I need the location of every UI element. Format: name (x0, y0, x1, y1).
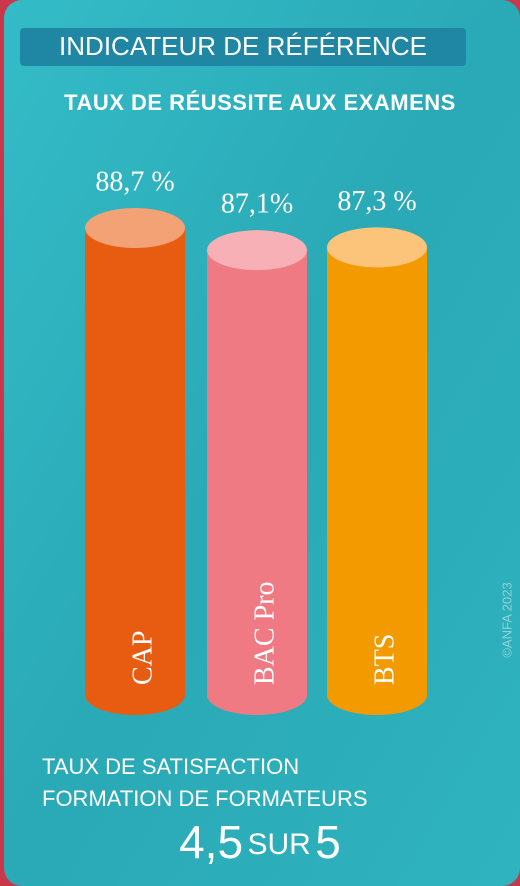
value-label: 87,3 % (337, 186, 416, 217)
value-label: 88,7 % (95, 166, 174, 197)
badge: INDICATEUR DE RÉFÉRENCE (59, 31, 427, 61)
bar (327, 247, 427, 715)
category-label: BAC Pro (249, 582, 280, 685)
footer-line: FORMATION DE FORMATEURS (42, 786, 368, 811)
score: 4,5 SUR 5 (179, 816, 341, 868)
chart-title: TAUX DE RÉUSSITE AUX EXAMENS (64, 90, 456, 115)
bar (207, 250, 307, 715)
category-label: BTS (369, 634, 400, 685)
score-word: SUR (248, 828, 311, 861)
chart: 88,7 % CAP 87,1% BAC Pro 87,3 % BTS (85, 166, 427, 715)
bar-top (207, 230, 307, 271)
bar-top (85, 208, 185, 249)
category-label: CAP (127, 631, 158, 685)
score-max: 5 (315, 816, 341, 868)
value-label: 87,1% (221, 189, 293, 220)
footer-line: TAUX DE SATISFACTION (42, 754, 299, 779)
bar (85, 228, 185, 715)
bar-top (327, 227, 427, 268)
badge-box (20, 28, 466, 66)
score-value: 4,5 (179, 816, 243, 868)
copyright: ©ANFA 2023 (499, 582, 514, 657)
